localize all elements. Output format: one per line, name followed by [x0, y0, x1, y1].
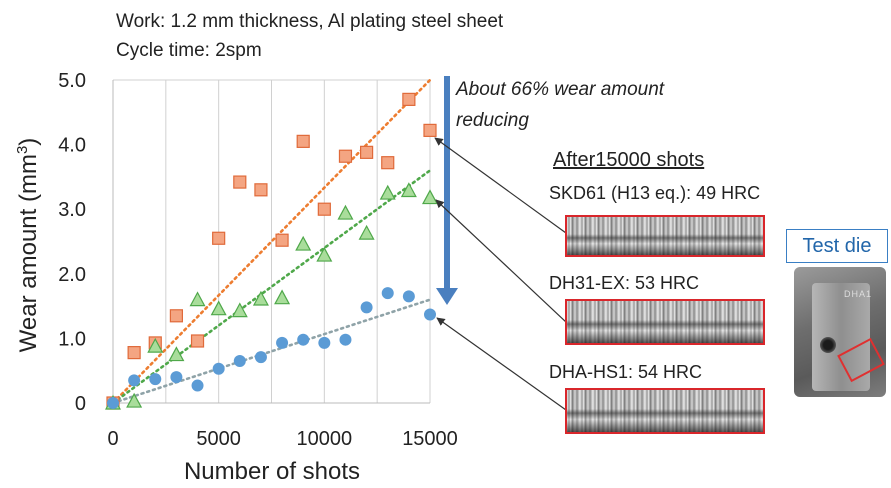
test-die-photo: DHA1 — [794, 267, 886, 397]
x-tick-label: 5000 — [196, 428, 241, 450]
leader-dha — [436, 317, 567, 411]
y-tick-label: 2.0 — [58, 264, 86, 286]
x-tick-label: 15000 — [402, 428, 458, 450]
point-dh31 — [400, 182, 417, 198]
point-dh31 — [337, 204, 354, 220]
point-dha — [107, 397, 119, 409]
point-dha — [233, 355, 246, 368]
point-dh31 — [252, 290, 269, 306]
point-skd61 — [127, 346, 141, 360]
test-die-label: Test die — [786, 229, 888, 263]
point-skd61 — [233, 175, 247, 189]
point-dha — [339, 333, 352, 346]
leader-dh31 — [435, 199, 567, 323]
trend-line-skd61 — [111, 78, 432, 405]
chart-axes — [112, 80, 430, 404]
point-dha — [128, 374, 141, 387]
point-dha — [381, 287, 394, 300]
point-skd61 — [317, 202, 331, 216]
point-dha — [191, 379, 204, 392]
x-tick-label: 0 — [107, 428, 118, 450]
point-dh31 — [231, 302, 248, 318]
point-dh31 — [168, 346, 185, 362]
samples-title: After15000 shots — [553, 149, 704, 171]
y-tick-label: 1.0 — [58, 328, 86, 350]
point-dh31 — [358, 224, 375, 240]
point-dh31 — [295, 235, 312, 251]
point-dha — [360, 301, 373, 314]
trend-line-dh31 — [111, 169, 432, 405]
point-skd61 — [402, 92, 416, 106]
point-dha — [170, 371, 183, 384]
x-axis-label: Number of shots — [184, 458, 360, 485]
point-dha — [212, 362, 225, 375]
y-tick-label: 5.0 — [58, 70, 86, 92]
point-dha — [276, 336, 289, 349]
point-dh31 — [210, 300, 227, 316]
sample-label-dha: DHA-HS1: 54 HRC — [549, 362, 703, 382]
trend-line-dha — [111, 298, 432, 405]
sample-label-skd61: SKD61 (H13 eq.): 49 HRC — [549, 183, 761, 203]
point-dh31 — [274, 289, 291, 305]
point-dh31 — [316, 246, 333, 262]
point-skd61 — [190, 334, 205, 348]
point-skd61 — [381, 156, 395, 170]
point-dh31 — [189, 291, 206, 307]
point-skd61 — [360, 145, 374, 159]
sample-photo-dh31 — [565, 299, 765, 345]
header-line-2: Cycle time: 2spm — [116, 40, 262, 61]
point-dha — [254, 351, 267, 364]
point-skd61 — [169, 309, 183, 323]
leader-skd61 — [434, 137, 567, 234]
point-skd61 — [296, 134, 310, 148]
point-dha — [402, 290, 415, 303]
y-tick-label: 4.0 — [58, 135, 86, 157]
point-dha — [149, 373, 162, 386]
point-dha — [297, 333, 310, 346]
point-dha — [318, 336, 331, 349]
point-dh31 — [421, 189, 439, 205]
y-tick-label: 0 — [75, 393, 86, 415]
point-dha — [424, 308, 436, 321]
reduction-arrow — [436, 76, 458, 305]
annotation-line-1: About 66% wear amount — [455, 79, 665, 100]
point-dh31 — [379, 184, 396, 200]
point-dh31 — [126, 392, 143, 408]
y-axis-label: Wear amount (mm3) — [14, 138, 42, 353]
header-line-1: Work: 1.2 mm thickness, Al plating steel… — [116, 11, 504, 32]
y-tick-label: 3.0 — [58, 199, 86, 221]
point-skd61 — [338, 149, 353, 163]
point-dh31 — [147, 337, 164, 353]
annotation-line-2: reducing — [456, 110, 529, 131]
point-skd61 — [275, 233, 289, 247]
sample-photo-skd61 — [565, 215, 765, 257]
x-tick-label: 10000 — [297, 428, 353, 450]
point-skd61 — [423, 123, 437, 137]
data-points — [104, 92, 439, 410]
trend-lines — [111, 78, 432, 405]
sample-label-dh31: DH31-EX: 53 HRC — [549, 273, 700, 293]
point-skd61 — [212, 231, 226, 245]
tick-labels: 0 1.0 2.0 3.0 4.0 5.0 0 5000 10000 15000 — [58, 70, 458, 450]
point-skd61 — [254, 183, 268, 197]
sample-photo-dha — [565, 388, 765, 434]
